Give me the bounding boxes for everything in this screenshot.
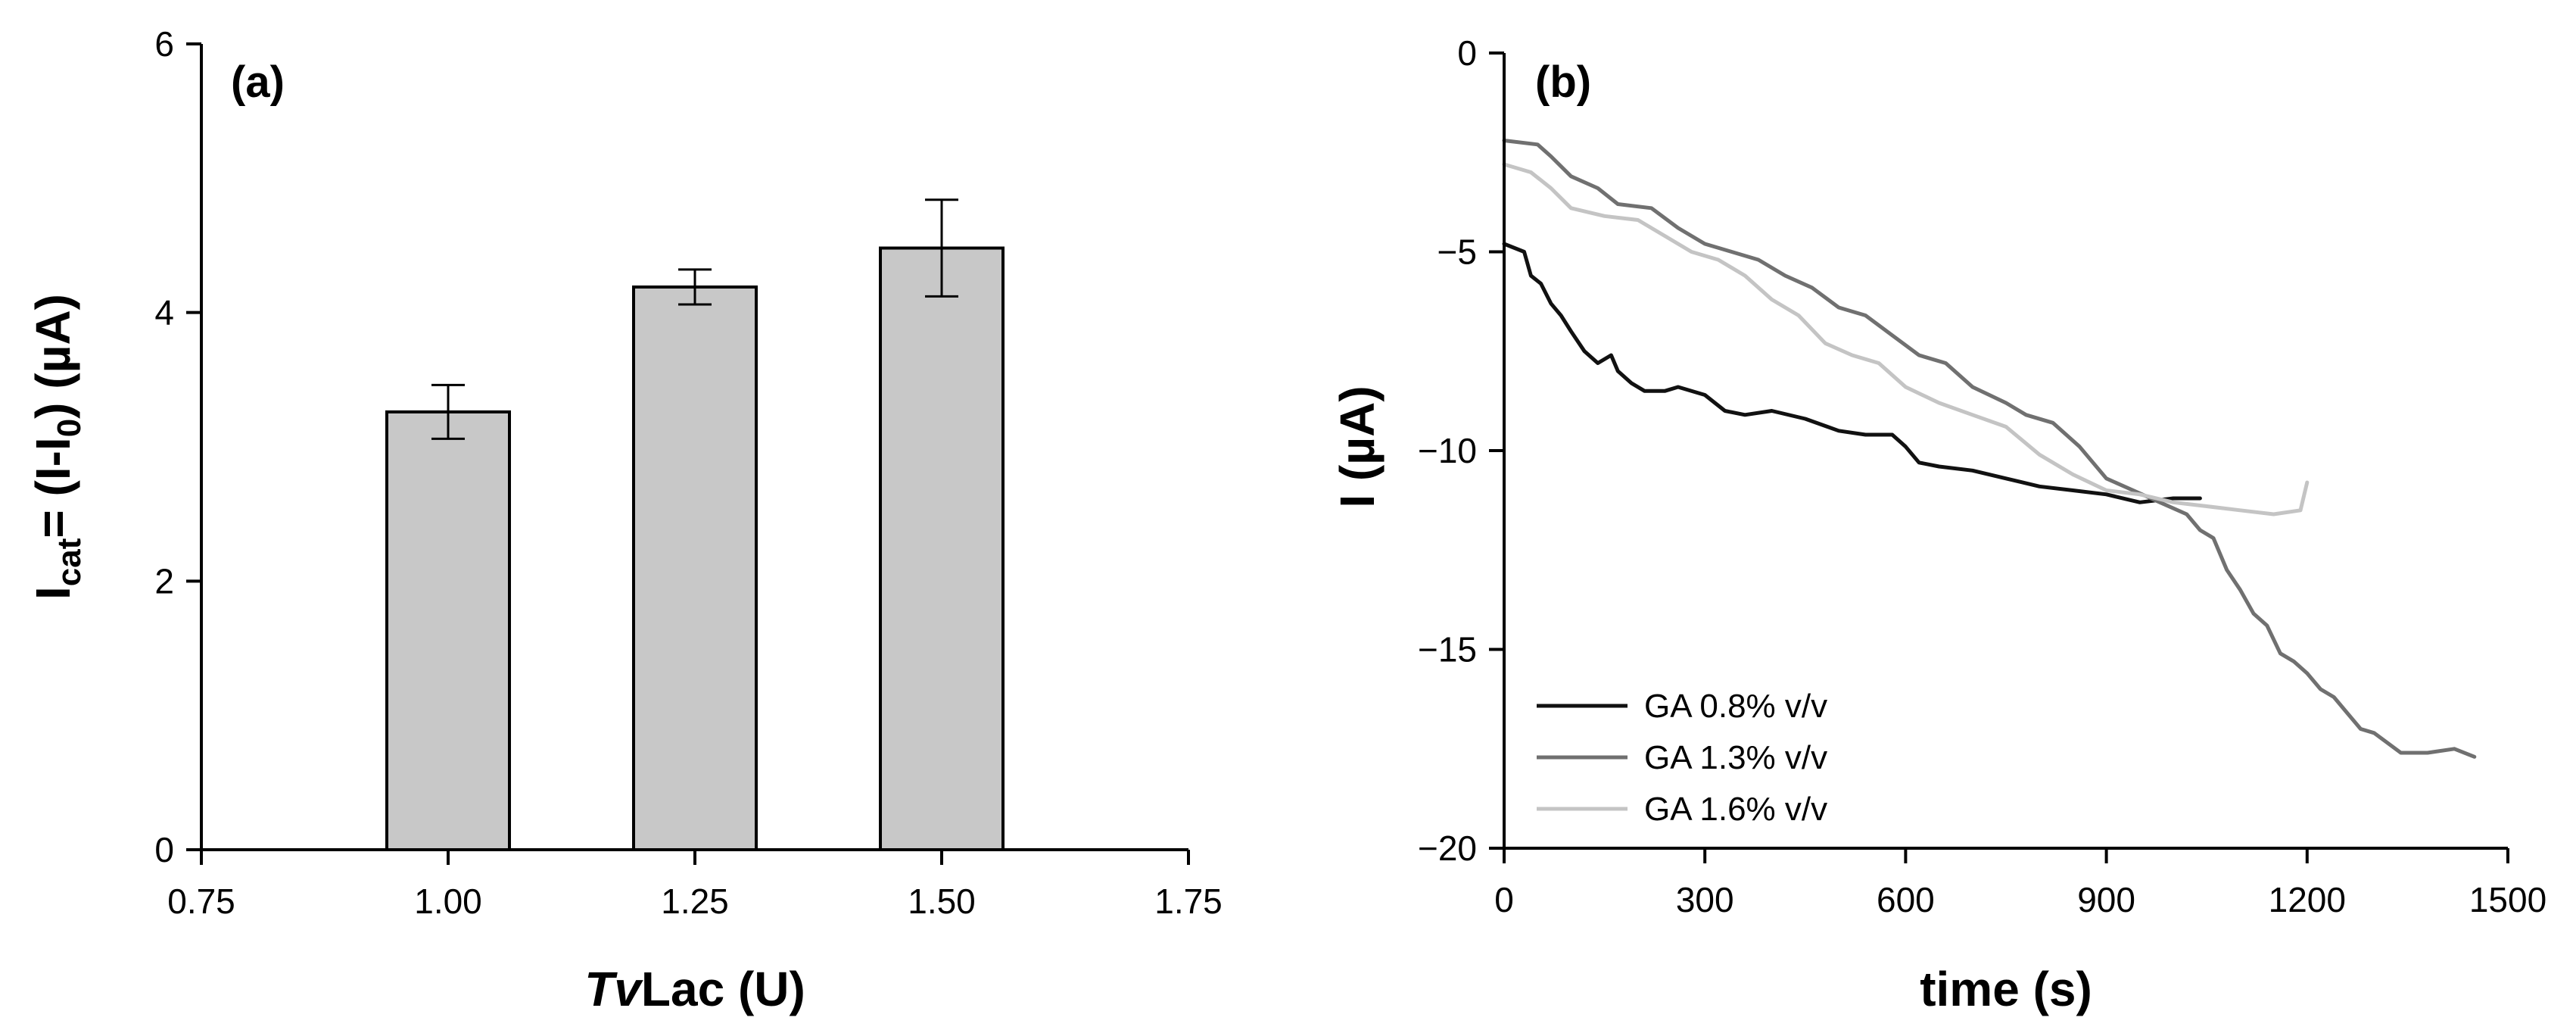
y-tick-label: −20 xyxy=(1418,829,1477,868)
legend-label-1: GA 1.3% v/v xyxy=(1644,739,1827,776)
x-tick-label: 1.25 xyxy=(661,882,729,921)
x-tick-label: 600 xyxy=(1877,880,1935,919)
y-axis-label: Icat= (I-I0) (µA) xyxy=(26,294,88,600)
y-tick-label: 4 xyxy=(154,293,174,332)
y-tick-label: −15 xyxy=(1418,630,1477,669)
legend-label-2: GA 1.6% v/v xyxy=(1644,791,1827,828)
bar-2 xyxy=(879,246,1005,851)
x-axis-label: time (s) xyxy=(1920,962,2092,1016)
panel-b-label: (b) xyxy=(1535,58,1591,107)
x-tick-label: 1.75 xyxy=(1154,882,1223,921)
x-tick-label: 300 xyxy=(1676,880,1734,919)
legend: GA 0.8% v/v GA 1.3% v/v GA 1.6% v/v xyxy=(1537,688,1827,828)
y-tick-label: −5 xyxy=(1438,233,1477,272)
bar-1 xyxy=(632,285,758,851)
line-chart-panel-b: (b) 0 −5 −10 −15 −20 0 300 600 900 1200 1500 time… xyxy=(1330,33,2546,1016)
y-tick-label: 2 xyxy=(154,561,174,601)
y-tick-label: 0 xyxy=(154,830,174,869)
error-bars xyxy=(431,198,958,440)
x-tick-label: 1.50 xyxy=(908,882,976,921)
legend-label-0: GA 0.8% v/v xyxy=(1644,688,1827,725)
x-tick-label: 900 xyxy=(2077,880,2135,919)
series-line-2 xyxy=(1502,162,2310,516)
line-series xyxy=(1502,139,2477,759)
x-axis-label: TvLac (U) xyxy=(584,962,805,1016)
x-tick-label: 0 xyxy=(1494,880,1514,919)
y-axis-ticks: 0 2 4 6 xyxy=(154,24,201,869)
y-tick-label: −10 xyxy=(1418,431,1477,470)
x-tick-label: 1.00 xyxy=(414,882,482,921)
series-line-1 xyxy=(1502,139,2477,759)
y-axis-label: I (µA) xyxy=(1330,385,1385,507)
y-axis-ticks: 0 −5 −10 −15 −20 xyxy=(1418,33,1504,868)
panel-a-label: (a) xyxy=(231,58,285,107)
bar-0 xyxy=(385,410,511,851)
x-axis-ticks: 0.75 1.00 1.25 1.50 1.75 xyxy=(167,850,1223,921)
x-axis-ticks: 0 300 600 900 1200 1500 xyxy=(1494,848,2546,919)
x-tick-label: 1200 xyxy=(2269,880,2346,919)
x-tick-label: 0.75 xyxy=(167,882,235,921)
bar-series xyxy=(385,246,1005,851)
y-tick-label: 6 xyxy=(154,24,174,64)
x-tick-label: 1500 xyxy=(2469,880,2546,919)
y-tick-label: 0 xyxy=(1457,33,1477,73)
series-line-0 xyxy=(1502,242,2202,504)
